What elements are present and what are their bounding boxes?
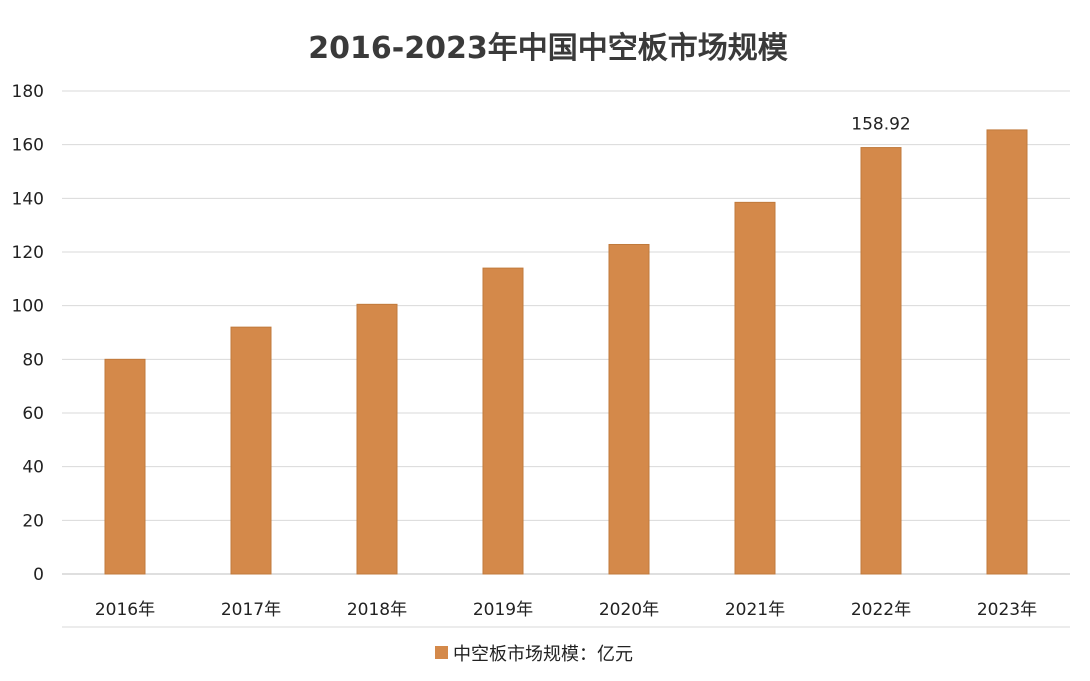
y-tick-label: 180 bbox=[12, 82, 44, 102]
y-tick-label: 20 bbox=[22, 511, 44, 531]
y-tick-label: 140 bbox=[12, 189, 44, 209]
bar bbox=[860, 147, 902, 575]
gridlines bbox=[62, 90, 1070, 575]
bar bbox=[356, 303, 398, 575]
legend: 中空板市场规模：亿元 bbox=[435, 644, 633, 665]
data-label: 158.92 bbox=[851, 115, 910, 135]
legend-swatch bbox=[435, 646, 448, 659]
bar bbox=[986, 129, 1028, 575]
bars bbox=[104, 129, 1028, 575]
bar bbox=[104, 358, 146, 575]
x-tick-label: 2023年 bbox=[977, 600, 1037, 620]
x-tick-label: 2016年 bbox=[95, 600, 155, 620]
x-tick-label: 2019年 bbox=[473, 600, 533, 620]
y-tick-label: 100 bbox=[12, 297, 44, 317]
y-axis-tick-labels: 0 20 40 60 80 100 120 140 160 180 bbox=[12, 82, 44, 585]
y-tick-label: 120 bbox=[12, 243, 44, 263]
x-tick-label: 2017年 bbox=[221, 600, 281, 620]
bar bbox=[230, 326, 272, 575]
y-tick-label: 60 bbox=[22, 404, 44, 424]
y-tick-label: 0 bbox=[33, 565, 44, 585]
y-tick-label: 40 bbox=[22, 458, 44, 478]
x-tick-label: 2018年 bbox=[347, 600, 407, 620]
x-tick-label: 2021年 bbox=[725, 600, 785, 620]
x-tick-label: 2020年 bbox=[599, 600, 659, 620]
x-axis-category-labels: 2016年 2017年 2018年 2019年 2020年 2021年 2022年 2023年 bbox=[95, 600, 1037, 620]
y-tick-label: 160 bbox=[12, 136, 44, 156]
chart-title: 2016-2023年中国中空板市场规模 bbox=[308, 31, 787, 66]
bar bbox=[734, 201, 776, 575]
bar bbox=[482, 267, 524, 575]
data-labels: 158.92 bbox=[851, 115, 910, 135]
bar bbox=[608, 243, 650, 575]
x-tick-label: 2022年 bbox=[851, 600, 911, 620]
legend-label: 中空板市场规模：亿元 bbox=[453, 644, 633, 665]
y-tick-label: 80 bbox=[22, 350, 44, 370]
